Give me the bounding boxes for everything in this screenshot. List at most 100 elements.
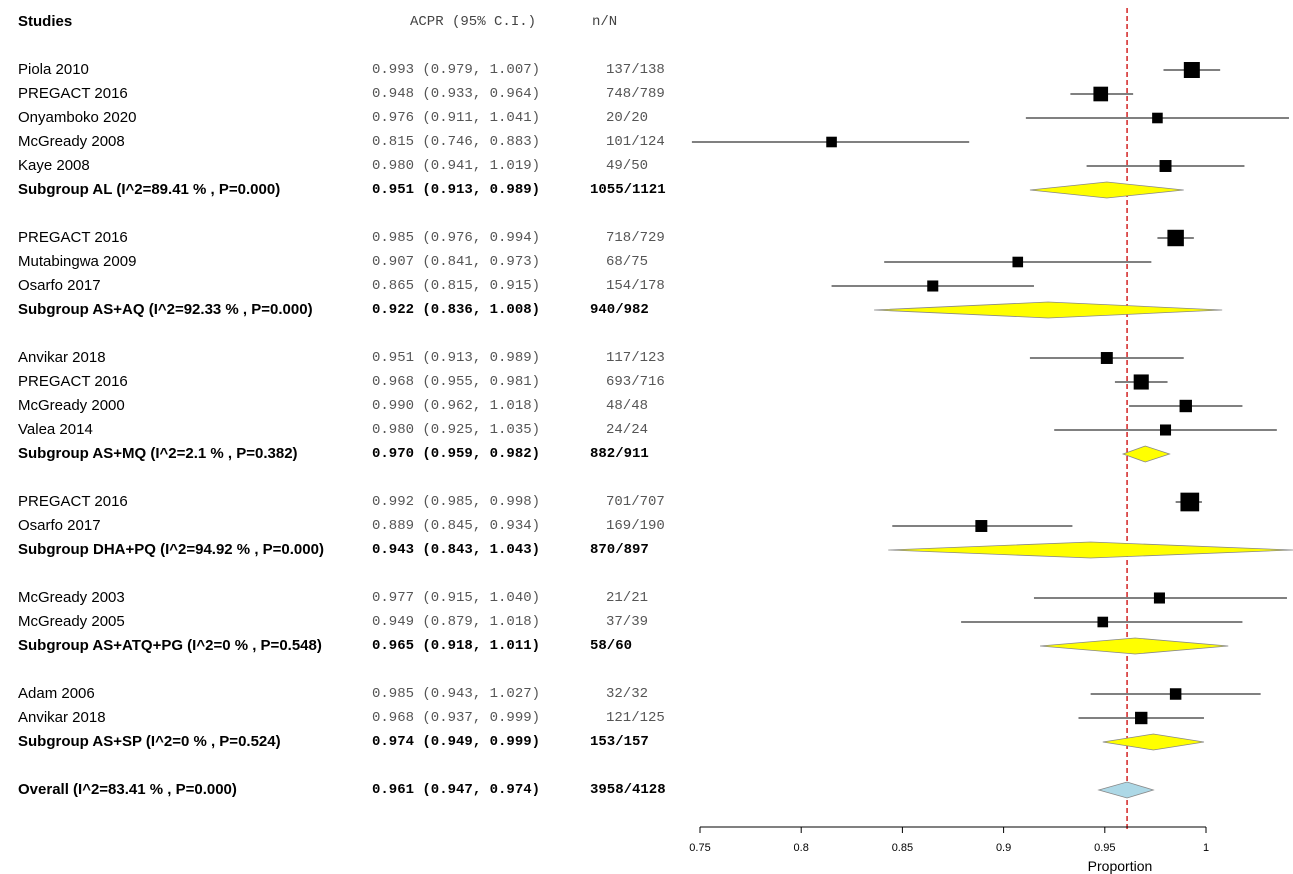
study-label: Piola 2010 [18,61,89,78]
ci-value: 0.922 (0.836, 1.008) [372,302,541,318]
nn-value: 32/32 [606,686,649,702]
estimate-marker [1135,711,1148,725]
estimate-marker [1183,62,1200,78]
study-label: Onyamboko 2020 [18,109,137,126]
ci-value: 0.976 (0.911, 1.041) [372,110,541,126]
ci-value: 0.951 (0.913, 0.989) [372,182,541,198]
nn-value: 117/123 [606,350,665,366]
study-label: Osarfo 2017 [18,277,101,294]
ci-value: 0.970 (0.959, 0.982) [372,446,541,462]
nn-value: 1055/1121 [590,182,666,198]
estimate-marker [1012,256,1024,268]
overall-diamond [1097,781,1155,799]
study-label: Osarfo 2017 [18,517,101,534]
x-tick-label: 0.75 [689,842,710,854]
nn-value: 137/138 [606,62,665,78]
nn-value: 49/50 [606,158,649,174]
acpr-header: ACPR (95% C.I.) [410,14,537,30]
ci-value: 0.968 (0.955, 0.981) [372,374,541,390]
ci-value: 0.977 (0.915, 1.040) [372,590,541,606]
estimate-marker [1093,86,1109,102]
ci-value: 0.815 (0.746, 0.883) [372,134,541,150]
nn-value: 718/729 [606,230,665,246]
x-axis-label: Proportion [1088,858,1153,874]
subgroup-label: Subgroup AS+MQ (I^2=2.1 % , P=0.382) [18,445,298,462]
ci-value: 0.889 (0.845, 0.934) [372,518,541,534]
ci-value: 0.961 (0.947, 0.974) [372,782,541,798]
ci-value: 0.985 (0.943, 1.027) [372,686,541,702]
nn-value: 701/707 [606,494,665,510]
study-label: Kaye 2008 [18,157,90,174]
estimate-marker [1133,374,1149,390]
subgroup-diamond [1102,733,1205,751]
ci-value: 0.980 (0.941, 1.019) [372,158,541,174]
x-tick-label: 0.85 [892,842,913,854]
estimate-marker [927,280,939,292]
study-label: PREGACT 2016 [18,85,128,102]
study-label: Valea 2014 [18,421,93,438]
study-label: Anvikar 2018 [18,709,106,726]
nn-value: 101/124 [606,134,665,150]
nn-value: 940/982 [590,302,649,318]
nn-value: 154/178 [606,278,665,294]
ci-value: 0.990 (0.962, 1.018) [372,398,541,414]
subgroup-label: Subgroup AS+ATQ+PG (I^2=0 % , P=0.548) [18,637,322,654]
study-label: Mutabingwa 2009 [18,253,137,270]
nn-value: 121/125 [606,710,665,726]
subgroup-label: Subgroup AS+SP (I^2=0 % , P=0.524) [18,733,281,750]
ci-value: 0.951 (0.913, 0.989) [372,350,541,366]
estimate-marker [1179,399,1192,413]
estimate-marker [1159,424,1172,436]
ci-value: 0.985 (0.976, 0.994) [372,230,541,246]
ci-value: 0.949 (0.879, 1.018) [372,614,541,630]
nn-value: 169/190 [606,518,665,534]
nn-value: 153/157 [590,734,649,750]
subgroup-label: Subgroup AS+AQ (I^2=92.33 % , P=0.000) [18,301,313,318]
nn-value: 693/716 [606,374,665,390]
estimate-marker [1180,492,1200,512]
x-tick-label: 0.95 [1094,842,1115,854]
ci-value: 0.993 (0.979, 1.007) [372,62,541,78]
ci-value: 0.943 (0.843, 1.043) [372,542,541,558]
nn-value: 20/20 [606,110,649,126]
nn-value: 48/48 [606,398,649,414]
estimate-marker [1169,688,1182,700]
study-label: Adam 2006 [18,685,95,702]
study-label: PREGACT 2016 [18,493,128,510]
nn-value: 3958/4128 [590,782,666,798]
subgroup-diamond [1029,181,1184,199]
ci-value: 0.965 (0.918, 1.011) [372,638,541,654]
estimate-marker [1152,112,1163,124]
nn-value: 68/75 [606,254,649,270]
subgroup-diamond [874,301,1223,319]
study-label: PREGACT 2016 [18,229,128,246]
x-tick-label: 0.9 [996,842,1011,854]
nn-value: 58/60 [590,638,633,654]
nn-value: 24/24 [606,422,649,438]
ci-value: 0.980 (0.925, 1.035) [372,422,541,438]
ci-value: 0.992 (0.985, 0.998) [372,494,541,510]
subgroup-diamond [888,541,1293,559]
subgroup-label: Subgroup AL (I^2=89.41 % , P=0.000) [18,181,281,198]
x-tick-label: 0.8 [794,842,809,854]
estimate-marker [826,136,837,148]
nn-value: 748/789 [606,86,665,102]
subgroup-diamond [1121,445,1171,463]
estimate-marker [1097,616,1109,628]
nn-value: 870/897 [590,542,649,558]
ci-value: 0.974 (0.949, 0.999) [372,734,541,750]
nn-value: 21/21 [606,590,649,606]
study-label: McGready 2003 [18,589,125,606]
subgroup-diamond [1039,637,1229,655]
ci-value: 0.948 (0.933, 0.964) [372,86,541,102]
estimate-marker [1153,592,1165,604]
overall-label: Overall (I^2=83.41 % , P=0.000) [18,781,237,798]
study-label: McGready 2000 [18,397,125,414]
nn-header: n/N [592,14,618,30]
ci-value: 0.865 (0.815, 0.915) [372,278,541,294]
subgroup-label: Subgroup DHA+PQ (I^2=94.92 % , P=0.000) [18,541,324,558]
studies-header: Studies [18,13,73,30]
ci-value: 0.907 (0.841, 0.973) [372,254,541,270]
estimate-marker [1100,352,1113,364]
